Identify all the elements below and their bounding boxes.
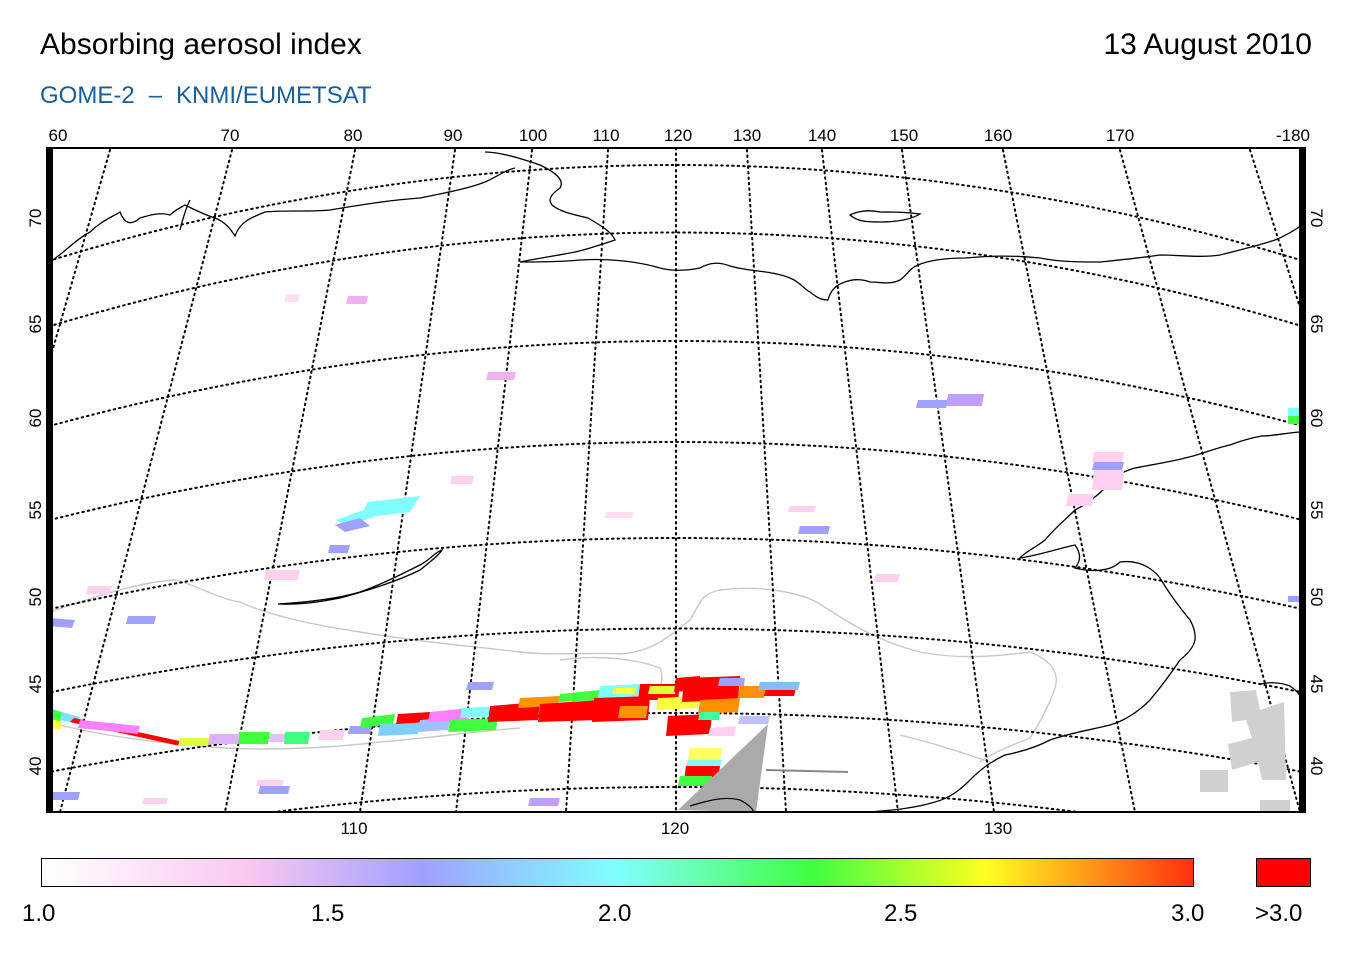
lat-label-right: 40	[1307, 757, 1326, 776]
instrument-label: GOME-2	[40, 82, 135, 109]
graticule	[47, 148, 1305, 812]
lon-label-top: -180	[1276, 126, 1310, 145]
agency-label: KNMI/EUMETSAT	[176, 82, 372, 109]
lat-label-right: 60	[1307, 409, 1326, 428]
lat-label-right: 65	[1307, 315, 1326, 334]
coastlines	[49, 151, 1303, 812]
lon-label-top: 70	[221, 126, 240, 145]
frame-right-bar	[1299, 148, 1305, 812]
lon-label-top: 60	[49, 126, 68, 145]
frame-left-bar	[47, 148, 53, 812]
lon-label-top: 80	[344, 126, 363, 145]
country-borders	[49, 579, 1057, 763]
lon-label-top: 170	[1106, 126, 1134, 145]
lon-label-top: 90	[444, 126, 463, 145]
top-longitude-labels: 60 70 80 90 100 110 120 130 140 150 160 …	[49, 126, 1310, 145]
colorbar-tick-label: 2.5	[884, 900, 918, 927]
colorbar	[41, 858, 1194, 887]
lon-label-top: 110	[592, 126, 619, 145]
lon-label-bottom: 120	[661, 819, 689, 838]
lat-label-left: 40	[26, 757, 45, 776]
lon-label-top: 160	[984, 126, 1012, 145]
lon-label-top: 140	[808, 126, 836, 145]
lat-label-left: 45	[26, 675, 45, 694]
lon-label-bottom: 130	[984, 819, 1012, 838]
map-date: 13 August 2010	[1103, 28, 1312, 61]
right-latitude-labels: 70 65 60 55 50 45 40	[1307, 209, 1326, 776]
no-data-areas	[678, 690, 1290, 812]
lat-label-right: 45	[1307, 675, 1326, 694]
lat-label-left: 60	[26, 409, 45, 428]
bottom-longitude-labels: 110 120 130	[340, 819, 1012, 838]
lat-label-left: 55	[26, 501, 45, 520]
lon-label-top: 130	[733, 126, 761, 145]
lat-label-left: 50	[26, 588, 45, 607]
colorbar-tick-label: 1.5	[311, 900, 345, 927]
map-subtitle: GOME-2– KNMI/EUMETSAT	[40, 82, 372, 110]
left-latitude-labels: 70 65 60 55 50 45 40	[26, 209, 45, 776]
lat-label-left: 65	[26, 315, 45, 334]
aerosol-pixels	[47, 294, 1302, 806]
lat-label-right: 55	[1307, 501, 1326, 520]
lat-label-right: 50	[1307, 588, 1326, 607]
lat-label-left: 70	[26, 209, 45, 228]
colorbar-tick-label: 2.0	[598, 900, 632, 927]
boundary-lines	[669, 740, 849, 812]
lat-label-right: 70	[1307, 209, 1326, 228]
colorbar-saturation-label: >3.0	[1255, 900, 1303, 927]
colorbar-tick-label: 1.0	[22, 900, 56, 927]
lon-label-top: 120	[664, 126, 692, 145]
lon-label-top: 150	[890, 126, 918, 145]
colorbar-tick-label: 3.0	[1171, 900, 1205, 927]
map-title: Absorbing aerosol index	[40, 28, 362, 61]
colorbar-saturation-box	[1256, 858, 1311, 887]
subtitle-separator: –	[148, 82, 163, 109]
lon-label-top: 100	[519, 126, 547, 145]
lon-label-bottom: 110	[340, 819, 367, 838]
